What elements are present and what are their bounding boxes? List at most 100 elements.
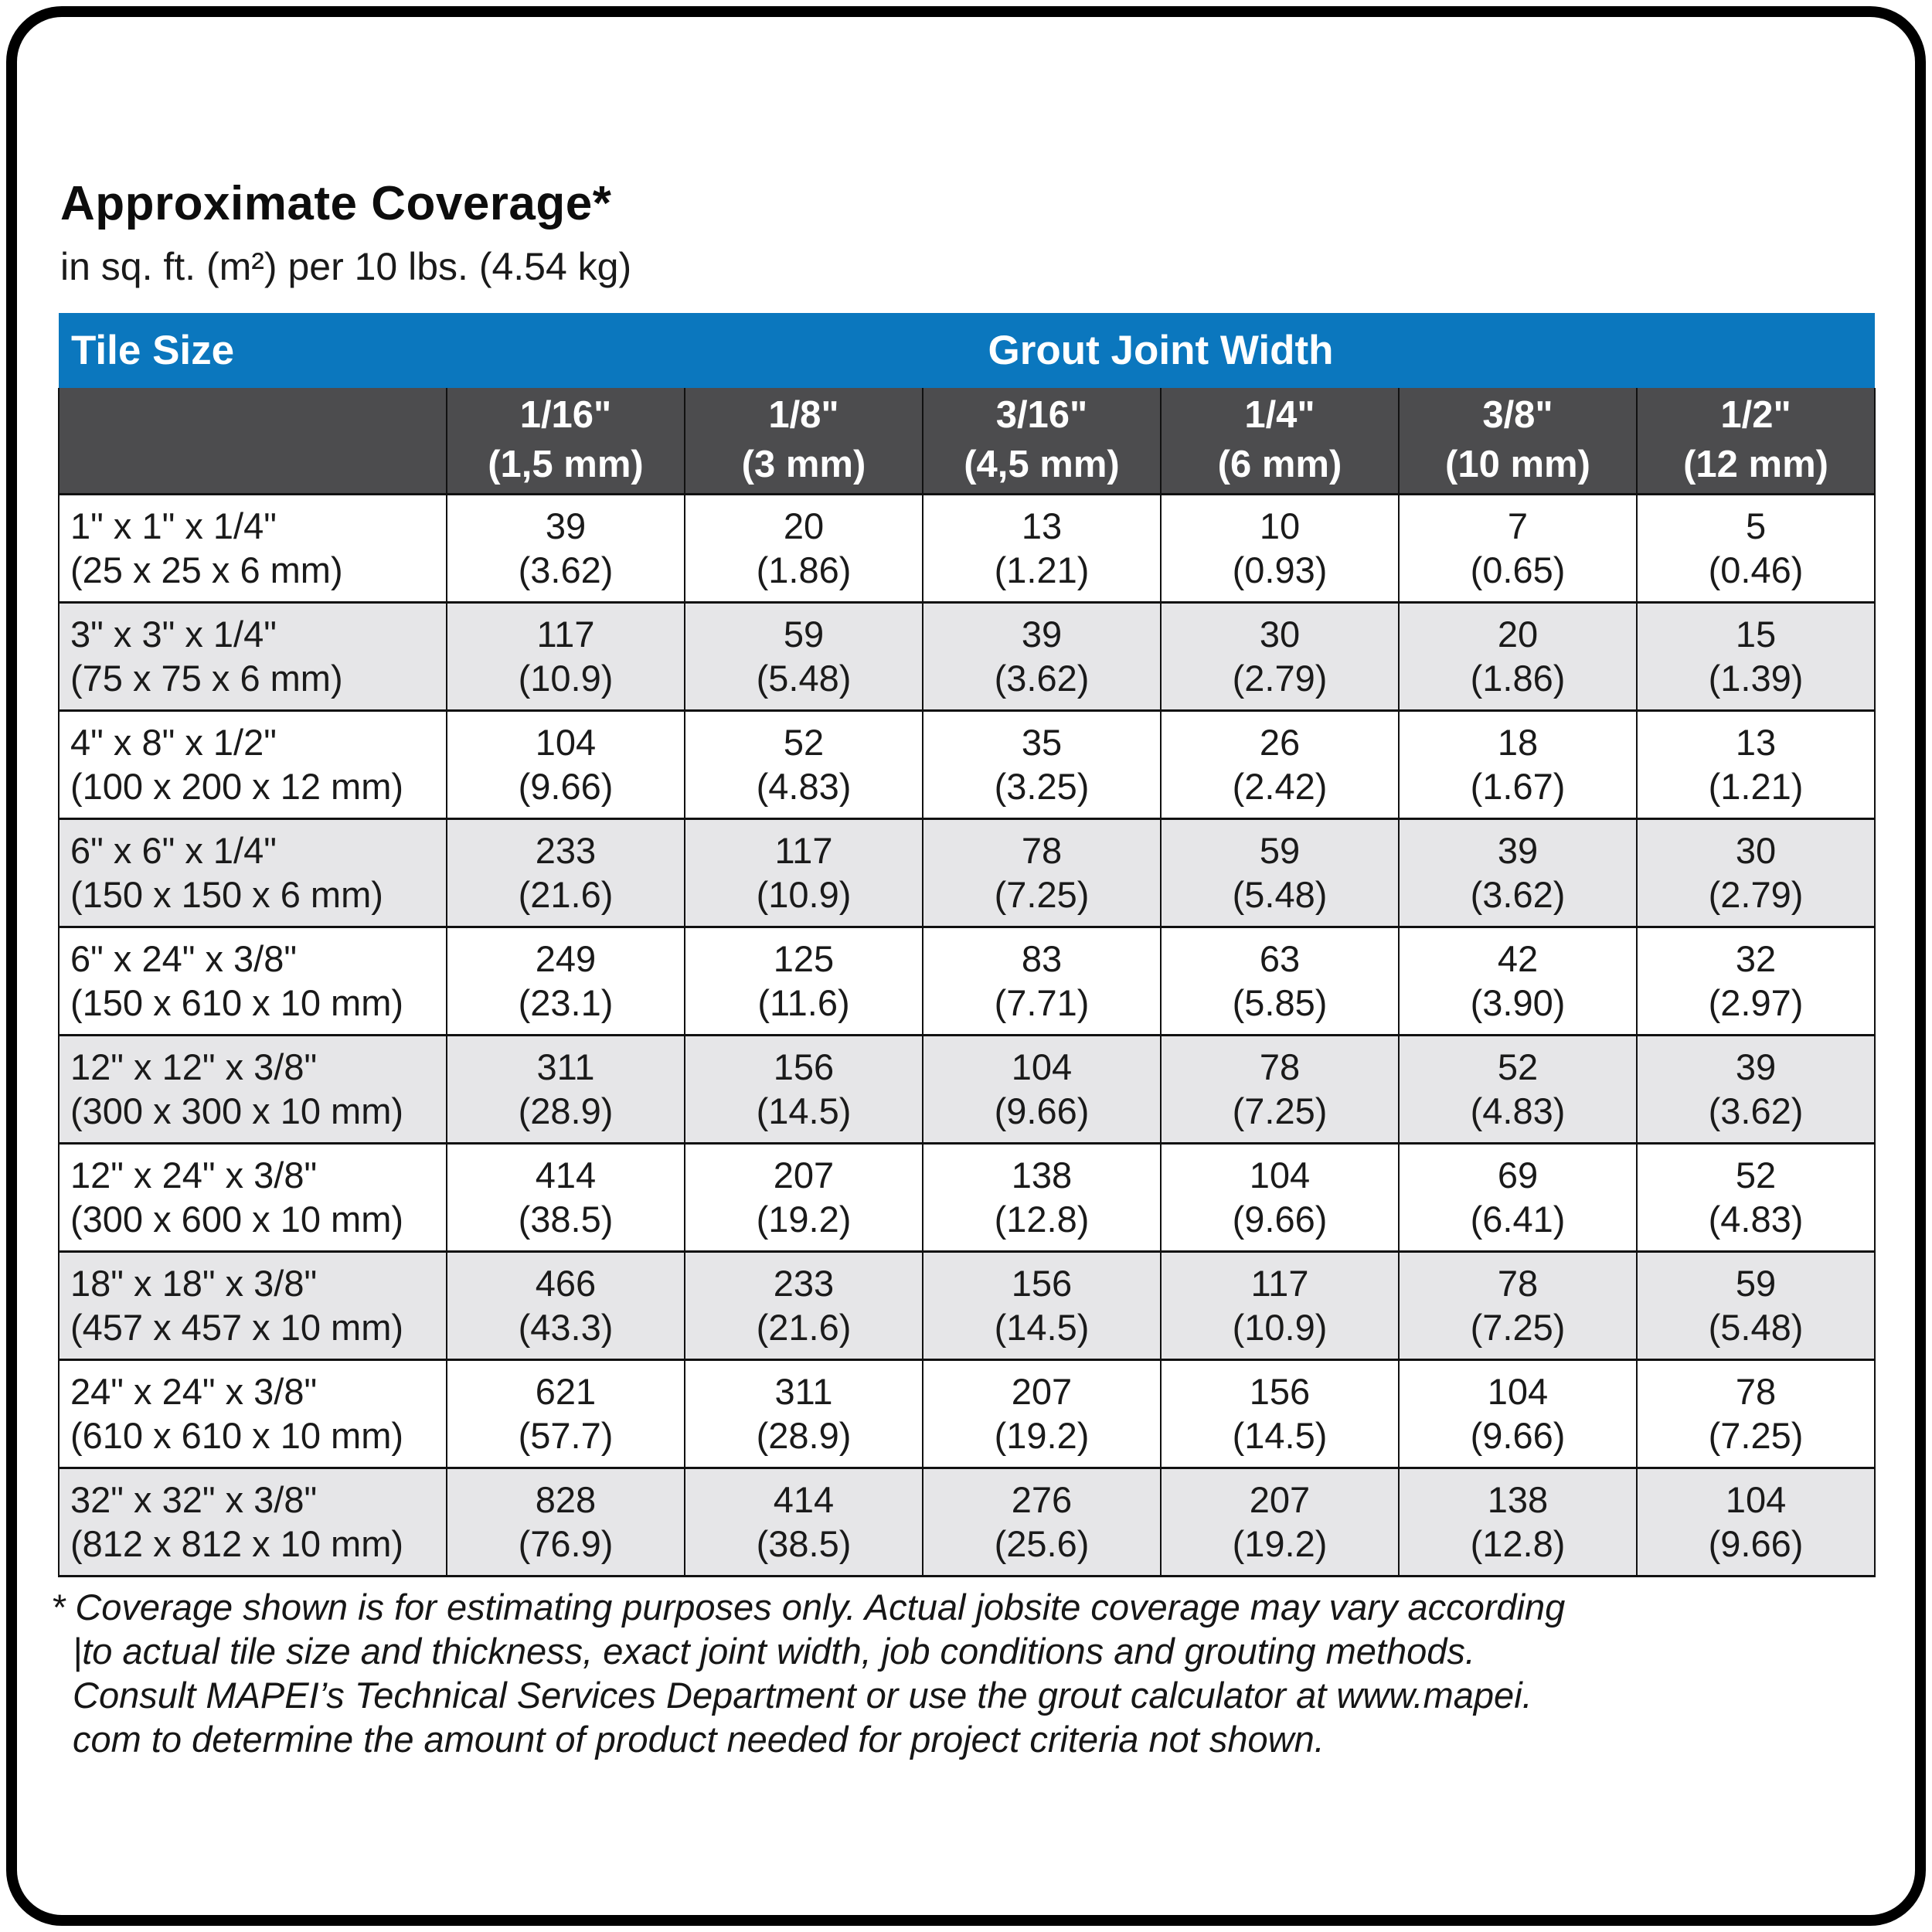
- coverage-cell: 156 (14.5): [684, 1033, 923, 1145]
- coverage-m2: (9.66): [994, 1090, 1090, 1131]
- coverage-m2: (5.85): [1232, 982, 1328, 1023]
- coverage-sqft: 7: [1507, 505, 1529, 546]
- coverage-m2: (4.83): [756, 766, 852, 807]
- coverage-sqft: 311: [536, 1046, 595, 1087]
- coverage-m2: (21.6): [756, 1307, 852, 1348]
- coverage-cell: 69 (6.41): [1398, 1141, 1638, 1253]
- coverage-m2: (4.83): [1708, 1199, 1804, 1240]
- coverage-sqft: 207: [773, 1154, 835, 1196]
- coverage-m2: (38.5): [756, 1523, 852, 1564]
- coverage-sqft: 156: [773, 1046, 835, 1087]
- column-header-mm: (6 mm): [1217, 443, 1342, 485]
- coverage-cell: 7 (0.65): [1398, 492, 1638, 604]
- coverage-cell: 35 (3.25): [922, 709, 1162, 820]
- coverage-m2: (2.79): [1708, 874, 1804, 915]
- tile-size-mm: (150 x 150 x 6 mm): [70, 874, 383, 915]
- coverage-sqft: 156: [1011, 1262, 1073, 1304]
- table-row: 24" x 24" x 3/8" (610 x 610 x 10 mm) 621 (5…: [58, 1358, 1876, 1469]
- coverage-m2: (1.21): [994, 549, 1090, 590]
- coverage-cell: 39 (3.62): [446, 492, 685, 604]
- coverage-m2: (12.8): [1470, 1523, 1566, 1564]
- table-header-row: Tile Size Grout Joint Width: [59, 313, 1876, 388]
- coverage-sqft: 69: [1497, 1154, 1539, 1196]
- tile-size-cell: 18" x 18" x 3/8" (457 x 457 x 10 mm): [58, 1250, 447, 1361]
- table-row: 4" x 8" x 1/2" (100 x 200 x 12 mm) 104 (9.6…: [58, 709, 1876, 820]
- coverage-sqft: 138: [1487, 1478, 1549, 1520]
- coverage-sqft: 30: [1735, 829, 1777, 871]
- column-header-mm: (10 mm): [1445, 443, 1590, 485]
- coverage-cell: 5 (0.46): [1635, 492, 1876, 604]
- coverage-m2: (12.8): [994, 1199, 1090, 1240]
- coverage-sqft: 414: [535, 1154, 597, 1196]
- coverage-sqft: 35: [1021, 721, 1063, 763]
- coverage-m2: (38.5): [518, 1199, 614, 1240]
- coverage-m2: (10.9): [518, 658, 614, 699]
- tile-size-cell: 32" x 32" x 3/8" (812 x 812 x 10 mm): [58, 1466, 447, 1577]
- coverage-m2: (28.9): [518, 1090, 614, 1131]
- table-row: 32" x 32" x 3/8" (812 x 812 x 10 mm) 828 (7…: [58, 1466, 1876, 1577]
- coverage-m2: (1.39): [1708, 658, 1804, 699]
- coverage-cell: 466 (43.3): [446, 1250, 685, 1361]
- coverage-sqft: 18: [1497, 721, 1539, 763]
- coverage-cell: 104 (9.66): [1635, 1466, 1876, 1577]
- coverage-cell: 207 (19.2): [922, 1358, 1162, 1469]
- column-header-inches: 1/4": [1244, 394, 1315, 437]
- column-header-2: 3/16" (4,5 mm): [922, 388, 1162, 495]
- coverage-cell: 78 (7.25): [1398, 1250, 1638, 1361]
- coverage-cell: 83 (7.71): [922, 925, 1162, 1036]
- page-subtitle: in sq. ft. (m²) per 10 lbs. (4.54 kg): [60, 245, 632, 288]
- tile-size-mm: (457 x 457 x 10 mm): [70, 1307, 404, 1348]
- tile-size-inches: 1" x 1" x 1/4": [70, 505, 277, 546]
- coverage-sqft: 466: [535, 1262, 597, 1304]
- coverage-cell: 59 (5.48): [1160, 817, 1400, 928]
- coverage-m2: (6.41): [1470, 1199, 1566, 1240]
- coverage-sqft: 13: [1735, 721, 1777, 763]
- coverage-cell: 125 (11.6): [684, 925, 923, 1036]
- coverage-sqft: 276: [1011, 1478, 1073, 1520]
- footnote-line: Consult MAPEI’s Technical Services Depar…: [73, 1674, 1532, 1716]
- table-row: 1" x 1" x 1/4" (25 x 25 x 6 mm) 39 (3.62) 20…: [58, 492, 1876, 604]
- column-header-inches: 1/2": [1720, 394, 1791, 437]
- coverage-m2: (21.6): [518, 874, 614, 915]
- coverage-sqft: 207: [1249, 1478, 1311, 1520]
- tile-size-header: Tile Size: [59, 313, 447, 388]
- tile-size-mm: (610 x 610 x 10 mm): [70, 1415, 404, 1456]
- coverage-m2: (5.48): [1232, 874, 1328, 915]
- coverage-cell: 156 (14.5): [1160, 1358, 1400, 1469]
- coverage-m2: (2.79): [1232, 658, 1328, 699]
- coverage-sqft: 249: [535, 937, 597, 979]
- coverage-cell: 18 (1.67): [1398, 709, 1638, 820]
- coverage-cell: 78 (7.25): [1635, 1358, 1876, 1469]
- tile-size-inches: 6" x 24" x 3/8": [70, 937, 298, 979]
- coverage-m2: (0.93): [1232, 549, 1328, 590]
- coverage-sqft: 52: [1497, 1046, 1539, 1087]
- coverage-m2: (7.25): [1232, 1090, 1328, 1131]
- table-body: 1" x 1" x 1/4" (25 x 25 x 6 mm) 39 (3.62) 20…: [58, 492, 1876, 1577]
- coverage-m2: (19.2): [994, 1415, 1090, 1456]
- coverage-sqft: 117: [774, 829, 833, 871]
- table-row: 12" x 12" x 3/8" (300 x 300 x 10 mm) 311 (2…: [58, 1033, 1876, 1145]
- column-header-3: 1/4" (6 mm): [1160, 388, 1400, 495]
- coverage-sqft: 104: [535, 721, 597, 763]
- coverage-sqft: 39: [545, 505, 587, 546]
- coverage-cell: 233 (21.6): [446, 817, 685, 928]
- tile-size-inches: 3" x 3" x 1/4": [70, 613, 277, 655]
- coverage-sqft: 117: [536, 613, 595, 655]
- column-header-mm: (12 mm): [1683, 443, 1828, 485]
- tile-size-inches: 12" x 24" x 3/8": [70, 1154, 318, 1196]
- coverage-sqft: 39: [1735, 1046, 1777, 1087]
- page-title: Approximate Coverage*: [60, 177, 612, 230]
- coverage-m2: (2.97): [1708, 982, 1804, 1023]
- coverage-sqft: 63: [1259, 937, 1301, 979]
- coverage-cell: 621 (57.7): [446, 1358, 685, 1469]
- coverage-m2: (25.6): [994, 1523, 1090, 1564]
- tile-size-inches: 18" x 18" x 3/8": [70, 1262, 318, 1304]
- coverage-m2: (9.66): [1708, 1523, 1804, 1564]
- coverage-cell: 117 (10.9): [684, 817, 923, 928]
- subheader-empty-cell: [58, 388, 447, 495]
- coverage-sqft: 125: [773, 937, 835, 979]
- coverage-m2: (7.25): [994, 874, 1090, 915]
- column-header-mm: (1,5 mm): [488, 443, 644, 485]
- tile-size-inches: 24" x 24" x 3/8": [70, 1370, 318, 1412]
- coverage-cell: 249 (23.1): [446, 925, 685, 1036]
